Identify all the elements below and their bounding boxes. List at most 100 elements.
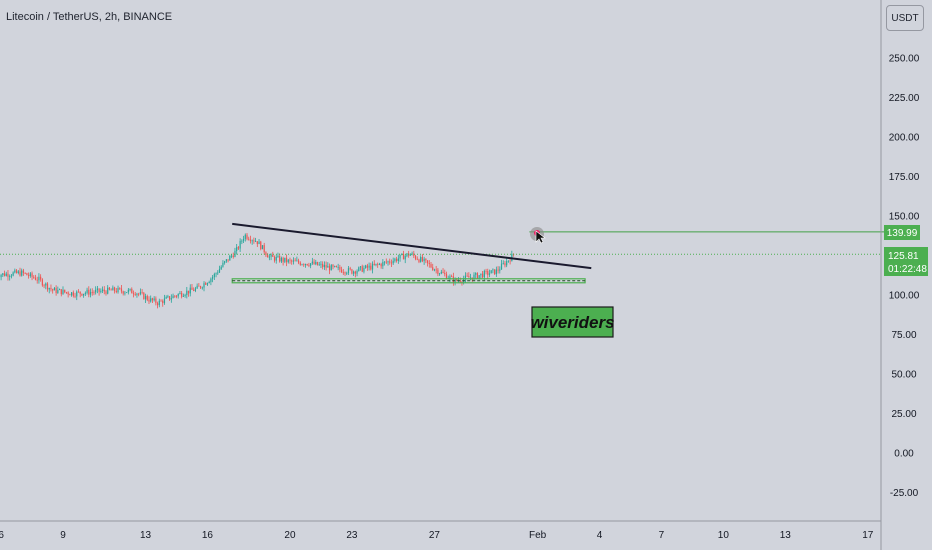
time-tick-label: 23 <box>346 530 358 541</box>
candle <box>201 286 203 290</box>
candle <box>378 262 381 266</box>
watermark-box <box>531 306 614 338</box>
time-tick-label: 13 <box>780 530 792 541</box>
candle <box>222 260 224 268</box>
candle <box>285 254 288 267</box>
candle <box>77 289 80 293</box>
candle <box>208 280 210 284</box>
candle <box>126 292 128 294</box>
candle <box>268 253 270 261</box>
price-tick-label: 50.00 <box>891 370 916 381</box>
target-price-tag: 139.99 <box>884 225 920 240</box>
support-zone <box>231 278 586 284</box>
time-tick-label: 16 <box>202 530 214 541</box>
candle <box>189 284 191 297</box>
candle <box>370 262 372 271</box>
candle <box>148 296 150 304</box>
price-tick-label: 175.00 <box>889 172 920 183</box>
candle <box>476 272 479 279</box>
trendline[interactable] <box>232 222 592 270</box>
candle <box>383 261 386 266</box>
candle <box>261 245 264 250</box>
candle <box>365 264 367 269</box>
candle <box>380 262 382 269</box>
candle <box>277 252 279 258</box>
candle <box>187 290 190 297</box>
candle <box>33 275 35 279</box>
time-tick-label: 27 <box>429 530 441 541</box>
candle <box>363 265 365 274</box>
candle <box>110 288 112 291</box>
target-price-tag-text: 139.99 <box>887 228 918 239</box>
candle <box>339 264 341 273</box>
candle <box>83 293 85 298</box>
candle <box>371 261 374 274</box>
candle <box>270 253 272 261</box>
candle <box>275 254 277 264</box>
candle <box>186 286 188 299</box>
candle <box>356 269 358 277</box>
candle <box>229 254 231 261</box>
candle <box>296 256 298 262</box>
candle <box>437 267 439 277</box>
candle <box>289 257 291 264</box>
candle <box>502 260 504 265</box>
candle <box>46 282 49 292</box>
candle <box>385 258 387 264</box>
candle <box>45 282 47 290</box>
candle <box>117 285 119 294</box>
candle <box>65 291 68 294</box>
candle <box>218 265 221 273</box>
candle <box>191 284 193 290</box>
last-price-tag-text: 125.81 <box>888 251 919 262</box>
candle <box>120 285 123 294</box>
candle <box>428 260 430 268</box>
candle <box>196 283 198 289</box>
candle <box>113 286 116 294</box>
candle <box>358 266 360 272</box>
candle <box>353 270 355 277</box>
candle <box>53 286 56 291</box>
candle <box>402 250 405 260</box>
time-tick-label: Feb <box>529 530 547 541</box>
candle <box>156 301 159 309</box>
candle <box>406 252 408 258</box>
candle <box>430 262 432 269</box>
candle <box>418 258 420 264</box>
candle <box>423 256 425 265</box>
candle <box>177 293 179 299</box>
candle <box>64 289 66 294</box>
candle <box>451 274 453 278</box>
candle <box>119 287 121 290</box>
currency-selector[interactable]: USDT <box>886 5 924 31</box>
watermark: wiveriders <box>530 306 615 338</box>
candle <box>150 295 152 303</box>
candle <box>475 272 477 279</box>
candle <box>354 270 356 278</box>
candle <box>241 239 243 245</box>
candle <box>272 251 274 257</box>
candle <box>316 261 319 266</box>
chart-title: Litecoin / TetherUS, 2h, BINANCE <box>6 11 173 23</box>
candle <box>246 232 248 241</box>
candle <box>287 258 289 264</box>
candle <box>409 253 411 256</box>
time-tick-label: 7 <box>659 530 665 541</box>
candle <box>244 233 246 242</box>
time-axis[interactable]: 6 9 13 16 20 23 27 Feb 4 7 10 13 17 <box>0 530 874 541</box>
candle <box>31 271 33 281</box>
candle <box>373 260 375 266</box>
candle <box>131 287 133 294</box>
candle <box>52 288 54 294</box>
candle <box>220 265 222 271</box>
candle <box>328 263 331 275</box>
candle <box>315 259 317 266</box>
candle <box>366 263 368 271</box>
candle <box>239 238 241 252</box>
time-tick-label: 20 <box>284 530 296 541</box>
candle <box>375 263 377 267</box>
candle <box>399 254 401 262</box>
candle <box>199 285 202 289</box>
